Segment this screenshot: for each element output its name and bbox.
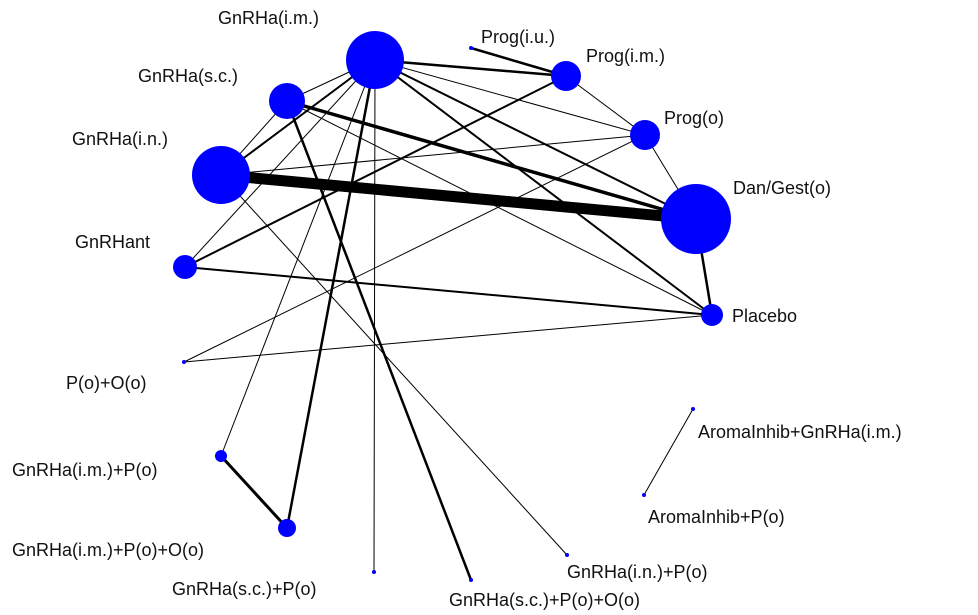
node-label-aroma-po: AromaInhib+P(o) xyxy=(648,507,785,527)
labels: GnRHa(i.m.) GnRHa(s.c.) GnRHa(i.n.) GnRHant… xyxy=(12,8,902,610)
edge-gnrha-im-prog-im xyxy=(374,58,567,78)
node-aroma-gnrha xyxy=(691,407,695,411)
node-label-prog-im: Prog(i.m.) xyxy=(586,46,665,66)
node-placebo xyxy=(701,304,723,326)
node-gnrha-sc-po xyxy=(372,570,376,574)
node-prog-o xyxy=(630,120,660,150)
edge-prog-iu-prog-im xyxy=(470,46,567,78)
edge-prog-im-gnrhant xyxy=(184,75,567,268)
nodes xyxy=(173,31,731,582)
node-label-prog-iu: Prog(i.u.) xyxy=(481,27,555,47)
edge-gnrha-in-dan-gest xyxy=(220,169,697,225)
node-label-placebo: Placebo xyxy=(732,306,797,326)
edge-gnrha-im-gnrhant xyxy=(184,59,376,268)
node-gnrha-in xyxy=(192,146,250,204)
node-gnrha-sc xyxy=(269,83,305,119)
edge-gnrha-im-placebo xyxy=(374,59,713,316)
node-gnrha-im-po-oo xyxy=(278,519,296,537)
edge-gnrha-sc-dan-gest xyxy=(286,99,697,221)
node-gnrha-sc-po-oo xyxy=(469,578,473,582)
edge-gnrha-im-po-gnrha-im-po-oo xyxy=(219,454,289,530)
edge-po-oo-placebo xyxy=(183,314,713,363)
node-label-gnrhant: GnRHant xyxy=(75,232,150,252)
edge-gnrha-in-gnrha-in-po xyxy=(220,174,568,556)
edge-prog-o-po-oo xyxy=(183,134,646,363)
node-label-gnrha-sc-po-oo: GnRHa(s.c.)+P(o)+O(o) xyxy=(449,590,640,610)
edge-gnrha-sc-placebo xyxy=(286,100,713,316)
edge-gnrha-im-prog-o xyxy=(374,59,646,136)
node-dan-gest xyxy=(661,184,731,254)
node-label-aroma-gnrha: AromaInhib+GnRHa(i.m.) xyxy=(698,422,902,442)
node-po-oo xyxy=(182,360,186,364)
edge-aroma-gnrha-aroma-po xyxy=(643,408,694,496)
edge-gnrha-in-prog-o xyxy=(220,134,646,176)
node-label-po-oo: P(o)+O(o) xyxy=(66,373,147,393)
node-label-gnrha-sc: GnRHa(s.c.) xyxy=(138,66,238,86)
edge-gnrha-sc-gnrha-sc-po-oo xyxy=(285,100,473,581)
node-label-gnrha-in-po: GnRHa(i.n.)+P(o) xyxy=(567,562,708,582)
node-gnrha-im xyxy=(346,31,404,89)
node-label-prog-o: Prog(o) xyxy=(664,108,724,128)
node-label-gnrha-im-po: GnRHa(i.m.)+P(o) xyxy=(12,460,158,480)
node-label-gnrha-in: GnRHa(i.n.) xyxy=(72,129,168,149)
node-label-gnrha-im-po-oo: GnRHa(i.m.)+P(o)+O(o) xyxy=(12,540,204,560)
edge-gnrha-im-gnrha-in xyxy=(220,59,376,176)
node-aroma-po xyxy=(642,493,646,497)
edge-gnrha-im-dan-gest xyxy=(374,59,697,220)
node-gnrha-im-po xyxy=(215,450,227,462)
node-label-gnrha-sc-po: GnRHa(s.c.)+P(o) xyxy=(172,579,317,599)
edge-gnrhant-placebo xyxy=(184,266,713,316)
node-label-gnrha-im: GnRHa(i.m.) xyxy=(218,8,319,28)
edges xyxy=(183,46,714,581)
node-prog-im xyxy=(551,61,581,91)
node-label-dan-gest: Dan/Gest(o) xyxy=(733,178,831,198)
node-prog-iu xyxy=(469,46,473,50)
edge-gnrha-im-gnrha-im-po xyxy=(220,59,376,457)
node-gnrha-in-po xyxy=(565,553,569,557)
edge-gnrha-im-gnrha-sc-po xyxy=(373,59,376,573)
node-gnrhant xyxy=(173,255,197,279)
edge-prog-im-prog-o xyxy=(565,75,646,136)
